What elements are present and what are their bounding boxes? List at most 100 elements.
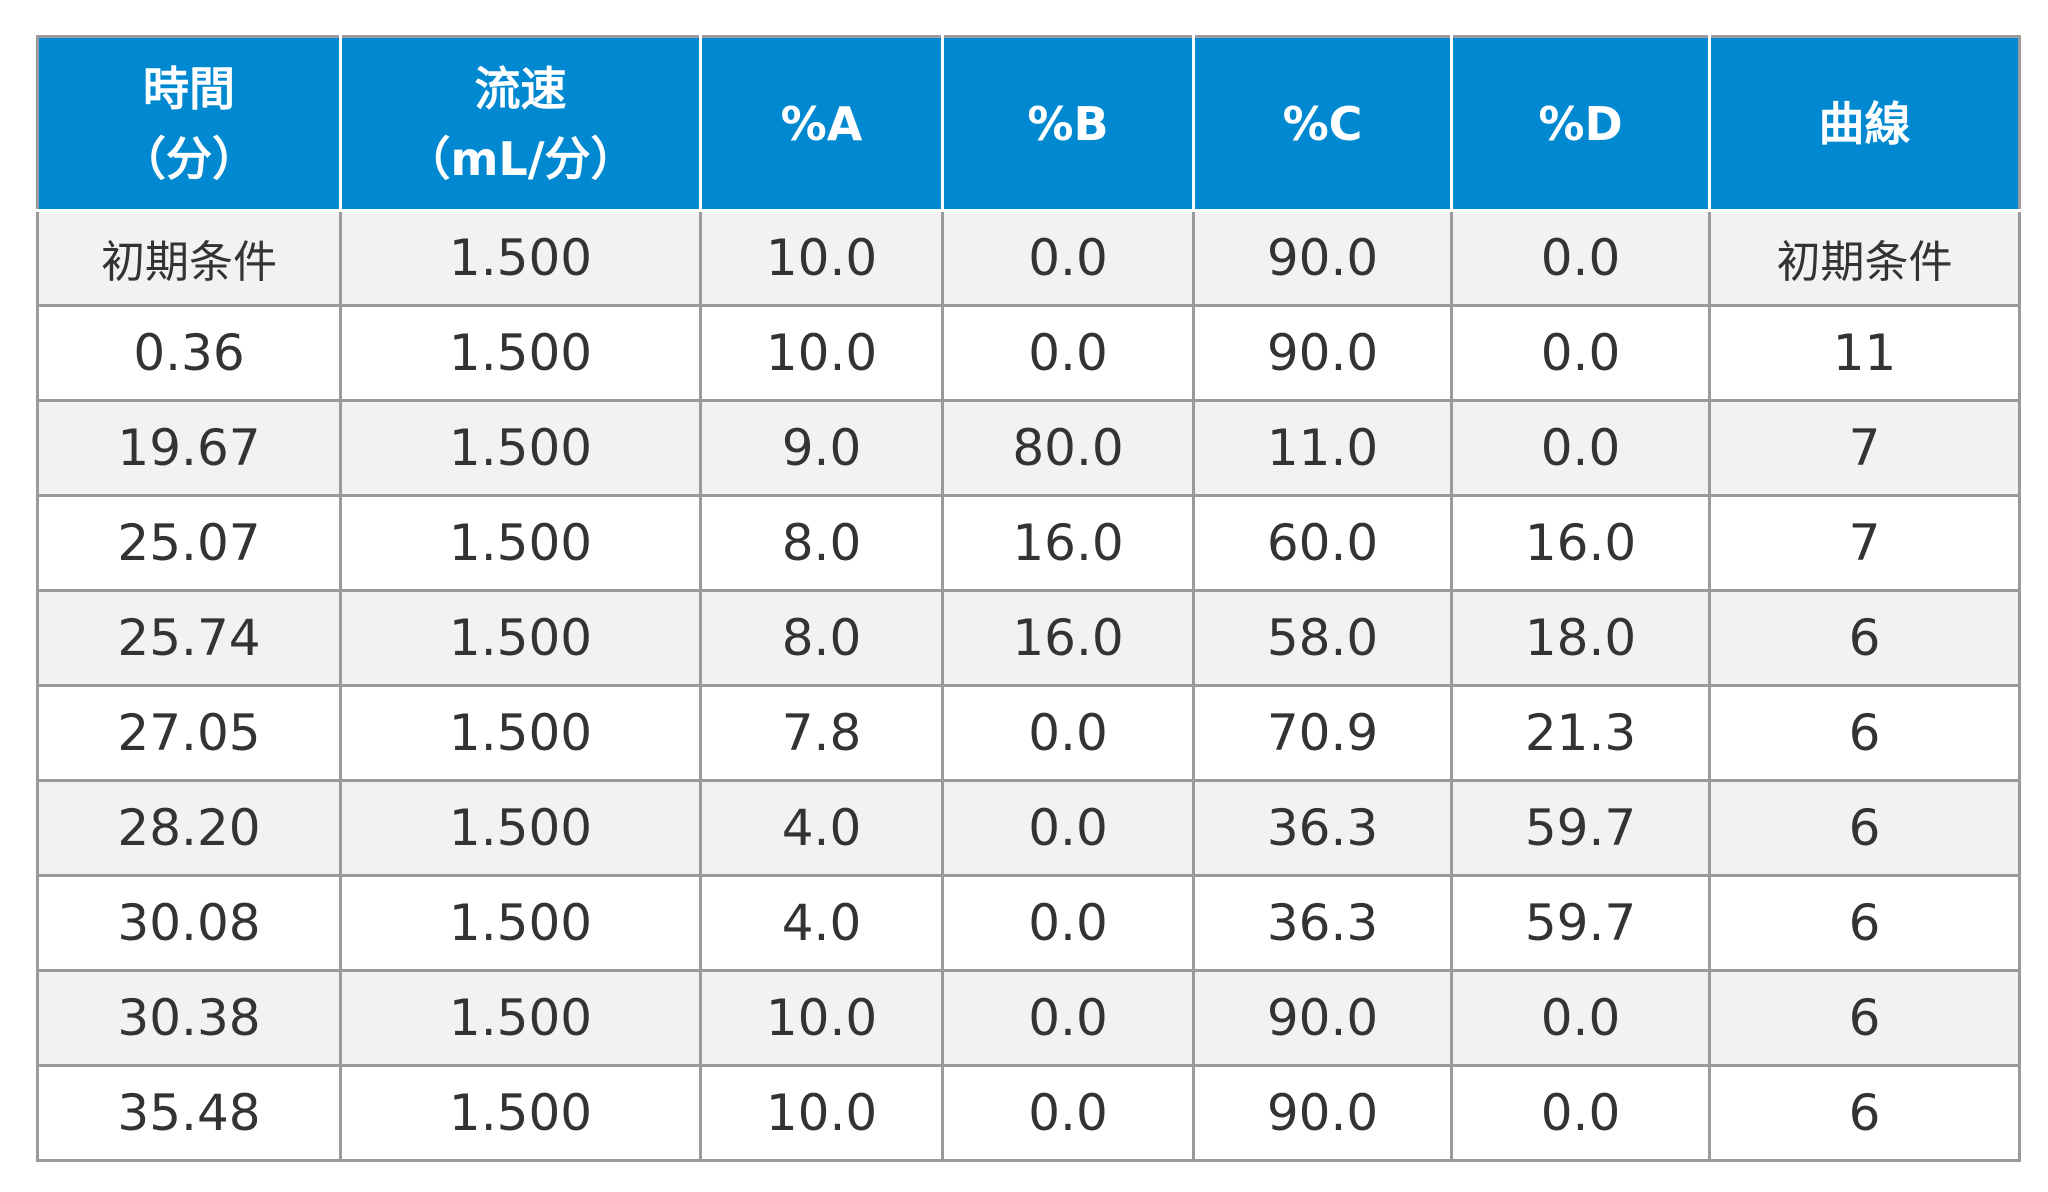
gradient-table-container: 時間 （分） 流速 （mL/分） %A %B %C %D [36,35,2021,1162]
cell-percent-d: 21.3 [1450,684,1711,782]
cell-curve: 6 [1708,589,2021,687]
cell-percent-a: 4.0 [699,779,944,877]
cell-percent-b: 0.0 [941,684,1195,782]
cell-percent-b: 0.0 [941,779,1195,877]
cell-percent-a: 10.0 [699,1064,944,1162]
header-percent-d: %D [1450,35,1711,212]
cell-percent-d: 0.0 [1450,969,1711,1067]
cell-curve: 7 [1708,399,2021,497]
cell-percent-c: 36.3 [1192,874,1453,972]
cell-percent-b: 0.0 [941,304,1195,402]
cell-flow: 1.500 [339,1064,702,1162]
gradient-table: 時間 （分） 流速 （mL/分） %A %B %C %D [36,35,2021,1162]
cell-percent-a: 4.0 [699,874,944,972]
cell-time: 0.36 [36,304,342,402]
cell-time: 28.20 [36,779,342,877]
header-percent-d-label: %D [1538,96,1623,151]
cell-percent-a: 9.0 [699,399,944,497]
table-row: 30.08 1.500 4.0 0.0 36.3 59.7 6 [36,874,2021,972]
table-body: 初期条件 1.500 10.0 0.0 90.0 0.0 初期条件 0.36 1… [36,209,2021,1162]
cell-percent-a: 10.0 [699,304,944,402]
cell-time: 27.05 [36,684,342,782]
header-flow-unit: （mL/分） [404,131,637,186]
header-percent-b: %B [941,35,1195,212]
cell-flow: 1.500 [339,684,702,782]
table-row: 25.07 1.500 8.0 16.0 60.0 16.0 7 [36,494,2021,592]
cell-percent-c: 90.0 [1192,1064,1453,1162]
table-row: 19.67 1.500 9.0 80.0 11.0 0.0 7 [36,399,2021,497]
header-time: 時間 （分） [36,35,342,212]
header-curve-label: 曲線 [1818,96,1911,151]
header-percent-a-label: %A [780,96,863,151]
cell-percent-d: 59.7 [1450,874,1711,972]
cell-time: 30.08 [36,874,342,972]
cell-time: 25.07 [36,494,342,592]
cell-curve: 初期条件 [1708,209,2021,307]
cell-time: 30.38 [36,969,342,1067]
cell-percent-b: 0.0 [941,209,1195,307]
cell-percent-b: 16.0 [941,494,1195,592]
header-row: 時間 （分） 流速 （mL/分） %A %B %C %D [36,35,2021,212]
cell-percent-b: 16.0 [941,589,1195,687]
header-percent-c-label: %C [1282,96,1363,151]
header-curve: 曲線 [1708,35,2021,212]
cell-percent-c: 90.0 [1192,304,1453,402]
header-percent-c: %C [1192,35,1453,212]
cell-percent-c: 11.0 [1192,399,1453,497]
cell-percent-c: 70.9 [1192,684,1453,782]
cell-flow: 1.500 [339,969,702,1067]
header-percent-b-label: %B [1027,96,1109,151]
table-row: 30.38 1.500 10.0 0.0 90.0 0.0 6 [36,969,2021,1067]
cell-flow: 1.500 [339,779,702,877]
cell-curve: 6 [1708,874,2021,972]
cell-percent-c: 90.0 [1192,209,1453,307]
table-row: 28.20 1.500 4.0 0.0 36.3 59.7 6 [36,779,2021,877]
cell-percent-a: 7.8 [699,684,944,782]
table-row: 25.74 1.500 8.0 16.0 58.0 18.0 6 [36,589,2021,687]
cell-flow: 1.500 [339,304,702,402]
cell-time: 25.74 [36,589,342,687]
cell-percent-b: 0.0 [941,1064,1195,1162]
cell-percent-c: 58.0 [1192,589,1453,687]
cell-percent-c: 90.0 [1192,969,1453,1067]
table-row: 初期条件 1.500 10.0 0.0 90.0 0.0 初期条件 [36,209,2021,307]
cell-percent-d: 16.0 [1450,494,1711,592]
table-row: 0.36 1.500 10.0 0.0 90.0 0.0 11 [36,304,2021,402]
cell-percent-a: 10.0 [699,969,944,1067]
cell-percent-a: 10.0 [699,209,944,307]
cell-curve: 6 [1708,969,2021,1067]
cell-percent-d: 0.0 [1450,399,1711,497]
cell-flow: 1.500 [339,589,702,687]
cell-curve: 6 [1708,779,2021,877]
cell-percent-d: 0.0 [1450,1064,1711,1162]
cell-flow: 1.500 [339,494,702,592]
cell-time: 19.67 [36,399,342,497]
cell-percent-b: 80.0 [941,399,1195,497]
cell-percent-a: 8.0 [699,589,944,687]
header-time-label: 時間 [143,61,235,116]
cell-flow: 1.500 [339,399,702,497]
header-time-unit: （分） [120,131,258,186]
cell-curve: 7 [1708,494,2021,592]
cell-percent-c: 36.3 [1192,779,1453,877]
cell-curve: 6 [1708,1064,2021,1162]
cell-percent-d: 0.0 [1450,209,1711,307]
cell-time: 35.48 [36,1064,342,1162]
cell-flow: 1.500 [339,874,702,972]
cell-percent-b: 0.0 [941,874,1195,972]
table-header: 時間 （分） 流速 （mL/分） %A %B %C %D [36,35,2021,212]
cell-percent-d: 18.0 [1450,589,1711,687]
cell-curve: 6 [1708,684,2021,782]
cell-percent-d: 0.0 [1450,304,1711,402]
cell-percent-a: 8.0 [699,494,944,592]
cell-flow: 1.500 [339,209,702,307]
table-row: 27.05 1.500 7.8 0.0 70.9 21.3 6 [36,684,2021,782]
cell-percent-c: 60.0 [1192,494,1453,592]
header-flow: 流速 （mL/分） [339,35,702,212]
cell-percent-d: 59.7 [1450,779,1711,877]
table-row: 35.48 1.500 10.0 0.0 90.0 0.0 6 [36,1064,2021,1162]
header-flow-label: 流速 [474,61,567,116]
header-percent-a: %A [699,35,944,212]
cell-curve: 11 [1708,304,2021,402]
cell-percent-b: 0.0 [941,969,1195,1067]
